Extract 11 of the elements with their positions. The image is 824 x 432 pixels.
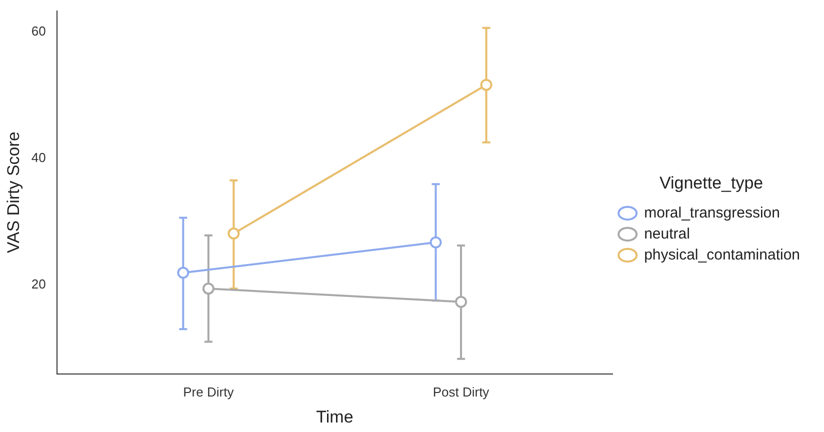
y-tick-label: 60: [31, 23, 46, 38]
legend-label: physical_contamination: [644, 246, 800, 264]
legend-title: Vignette_type: [659, 173, 764, 192]
y-tick-label: 40: [31, 150, 46, 165]
y-axis-title: VAS Dirty Score: [4, 132, 23, 254]
legend-label: neutral: [644, 225, 690, 242]
y-tick-label: 20: [31, 276, 46, 292]
x-axis-title: Time: [316, 407, 354, 426]
x-tick-label: Pre Dirty: [183, 384, 234, 400]
legend-label: moral_transgression: [644, 204, 780, 222]
x-tick-label: Post Dirty: [432, 384, 490, 400]
